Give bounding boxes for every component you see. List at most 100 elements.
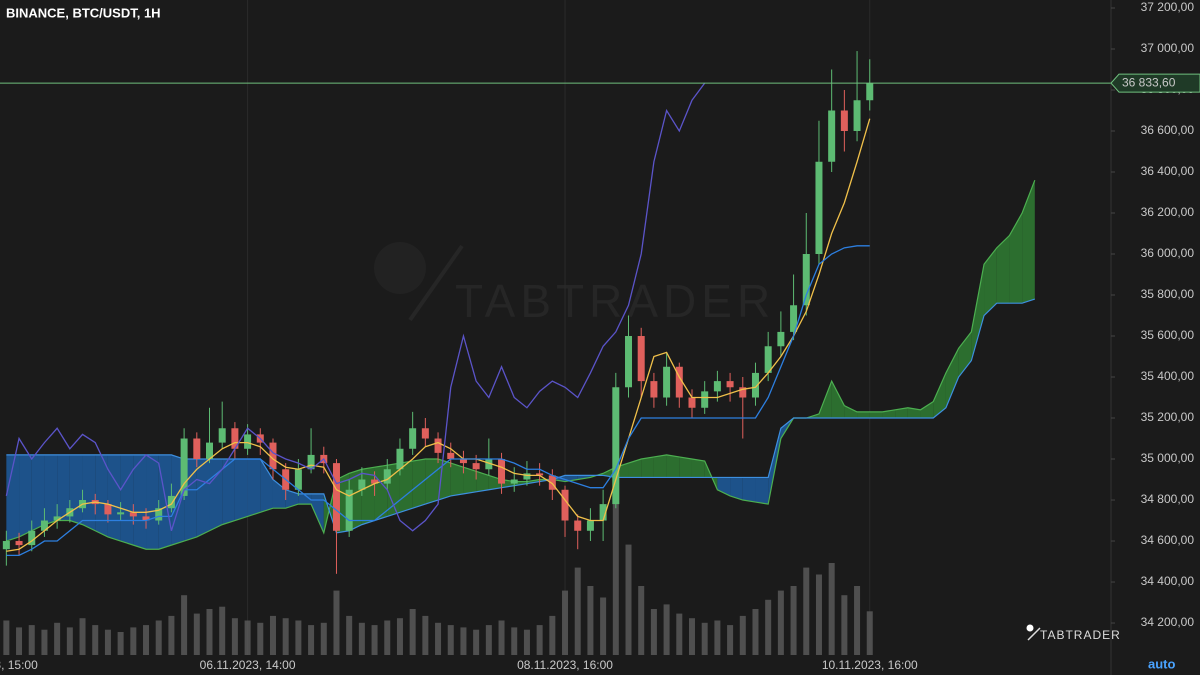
- cloud-fill: [691, 459, 705, 478]
- volume-bar: [498, 620, 505, 655]
- volume-bar: [828, 563, 835, 655]
- candle-body: [472, 463, 480, 470]
- cloud-fill: [984, 247, 997, 316]
- x-tick-label: 08.11.2023, 16:00: [517, 658, 613, 672]
- volume-bar: [815, 574, 822, 655]
- volume-bar: [727, 625, 734, 655]
- cloud-fill: [82, 454, 96, 531]
- y-tick-label: 35 200,00: [1141, 410, 1195, 424]
- watermark-text: TABTRADER: [455, 275, 775, 327]
- cloud-fill: [399, 461, 413, 513]
- volume-bar: [79, 618, 86, 655]
- candle-body: [294, 469, 302, 490]
- candle-body: [345, 489, 353, 531]
- cloud-fill: [146, 454, 159, 550]
- candle-body: [840, 110, 848, 131]
- volume-bar: [752, 609, 759, 655]
- volume-bar: [549, 615, 556, 655]
- cloud-fill: [730, 477, 743, 501]
- candle-body: [218, 428, 226, 443]
- cloud-fill: [1022, 180, 1035, 304]
- cloud-fill: [438, 459, 451, 501]
- volume-bar: [282, 618, 289, 655]
- watermark: TABTRADER: [374, 242, 775, 327]
- y-tick-label: 35 400,00: [1141, 369, 1195, 383]
- volume-bar: [346, 615, 353, 655]
- candle-body: [574, 520, 582, 531]
- cloud-fill: [133, 454, 147, 550]
- cloud-fill: [971, 264, 985, 361]
- logo-slash: [1027, 627, 1041, 641]
- candle-body: [15, 541, 23, 546]
- candle-body: [612, 387, 620, 505]
- volume-bar: [219, 606, 226, 655]
- cloud-fill: [857, 411, 870, 419]
- volume-bar: [244, 620, 251, 655]
- volume-bar: [155, 620, 162, 655]
- cloud-fill: [107, 454, 121, 542]
- volume-bar: [308, 625, 315, 655]
- volume-bar: [320, 622, 327, 655]
- candle-body: [332, 463, 340, 531]
- indicator-line: [6, 118, 871, 552]
- volume-bar: [511, 627, 518, 655]
- cloud-fill: [120, 454, 134, 546]
- candle-body: [142, 516, 150, 521]
- scale-mode[interactable]: auto: [1148, 656, 1176, 671]
- volume-bar: [485, 625, 492, 655]
- y-tick-label: 35 800,00: [1141, 287, 1195, 301]
- volume-bar: [803, 567, 810, 655]
- volume-bar: [371, 625, 378, 655]
- volume-bar: [638, 586, 645, 655]
- candle-body: [421, 428, 429, 439]
- logo-text: TABTRADER: [1040, 628, 1121, 642]
- volume-bar: [333, 590, 340, 655]
- candle-body: [396, 448, 404, 470]
- candle-body: [802, 254, 810, 306]
- y-tick-label: 34 800,00: [1141, 492, 1195, 506]
- y-tick-label: 34 400,00: [1141, 574, 1195, 588]
- cloud-fill: [222, 459, 235, 525]
- volume-bar: [688, 618, 695, 655]
- volume-bar: [16, 627, 23, 655]
- cloud-fill: [1009, 213, 1023, 304]
- volume-bar: [790, 586, 797, 655]
- volume-bar: [358, 622, 365, 655]
- candle-body: [269, 442, 277, 470]
- cloud-fill: [907, 407, 921, 419]
- candle-body: [663, 366, 671, 398]
- volume-bar: [66, 627, 73, 655]
- cloud-fill: [260, 459, 273, 513]
- candle-body: [764, 346, 772, 373]
- candle-body: [828, 110, 836, 162]
- candle-body: [637, 336, 645, 382]
- last-price-tag: [1110, 73, 1200, 93]
- cloud-fill: [298, 493, 312, 505]
- cloud-fill: [361, 467, 375, 525]
- volume-bar: [612, 489, 619, 655]
- cloud-fill: [412, 459, 426, 509]
- x-tick-label: 06.11.2023, 14:00: [200, 658, 296, 672]
- candle-body: [650, 381, 658, 398]
- candle-body: [231, 428, 239, 449]
- y-tick-label: 36 000,00: [1141, 246, 1195, 260]
- candle-body: [53, 516, 61, 521]
- candle-body: [180, 438, 188, 496]
- candle-body: [129, 512, 137, 517]
- candle-body: [117, 512, 125, 515]
- volume-bar: [625, 544, 632, 655]
- cloud-fill: [831, 381, 845, 419]
- cloud-fill: [844, 405, 858, 419]
- candle-body: [713, 381, 721, 392]
- cloud-fill: [641, 456, 654, 478]
- cloud-fill: [476, 471, 489, 492]
- volume-bar: [117, 632, 124, 655]
- cloud-fill: [666, 454, 680, 478]
- volume-bar: [422, 615, 429, 655]
- volume-bar: [676, 613, 683, 655]
- candle-body: [104, 504, 112, 515]
- volume-bar: [409, 609, 416, 655]
- volume-bar: [701, 622, 708, 655]
